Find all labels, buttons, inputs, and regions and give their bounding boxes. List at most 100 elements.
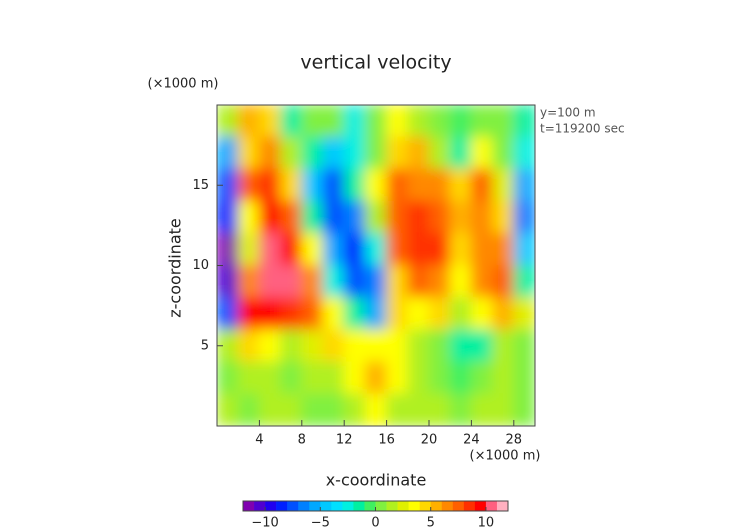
cell bbox=[386, 200, 409, 234]
cell bbox=[470, 393, 494, 426]
cell bbox=[513, 361, 535, 395]
cell bbox=[301, 393, 324, 426]
cell bbox=[322, 361, 345, 395]
colorbar-swatch bbox=[485, 501, 498, 511]
cell bbox=[258, 329, 282, 363]
cell bbox=[470, 232, 494, 266]
cell bbox=[237, 136, 260, 170]
x-tick-label: 4 bbox=[255, 433, 263, 448]
cell bbox=[470, 329, 494, 363]
cell bbox=[322, 136, 345, 170]
cell bbox=[217, 136, 239, 170]
cell bbox=[492, 105, 515, 138]
cell bbox=[258, 136, 282, 170]
annotation: t=119200 sec bbox=[540, 122, 625, 136]
cell bbox=[217, 297, 239, 331]
x-tick-label: 24 bbox=[463, 433, 480, 448]
cell bbox=[280, 168, 303, 202]
cell bbox=[492, 200, 515, 234]
colorbar-swatch bbox=[298, 501, 310, 511]
cell bbox=[322, 232, 345, 266]
cell bbox=[492, 329, 515, 363]
cell bbox=[386, 361, 409, 395]
cell bbox=[492, 265, 515, 299]
cell bbox=[386, 329, 409, 363]
cell bbox=[428, 168, 451, 202]
cell bbox=[258, 200, 282, 234]
cell bbox=[258, 105, 282, 138]
cell bbox=[470, 105, 494, 138]
cell bbox=[470, 200, 494, 234]
colorbar-swatch bbox=[320, 501, 332, 511]
colorbar-swatch bbox=[309, 501, 321, 511]
cell bbox=[513, 265, 535, 299]
cell bbox=[343, 265, 366, 299]
cell bbox=[407, 200, 430, 234]
cell bbox=[301, 105, 324, 138]
colorbar-swatch bbox=[419, 501, 432, 511]
cell bbox=[513, 232, 535, 266]
cell bbox=[386, 297, 409, 331]
cell bbox=[217, 105, 239, 138]
cell bbox=[301, 136, 324, 170]
colorbar-swatch bbox=[441, 501, 454, 511]
x-tick-label: 12 bbox=[336, 433, 353, 448]
cell bbox=[449, 232, 472, 266]
cell bbox=[322, 329, 345, 363]
cell bbox=[407, 168, 430, 202]
colorbar-swatch bbox=[265, 501, 277, 511]
cell bbox=[237, 265, 260, 299]
colorbar-swatch bbox=[276, 501, 288, 511]
cell bbox=[407, 329, 430, 363]
cell bbox=[386, 136, 409, 170]
cell bbox=[343, 232, 366, 266]
cell bbox=[364, 200, 388, 234]
x-tick-label: 28 bbox=[506, 433, 523, 448]
cell bbox=[322, 105, 345, 138]
cell bbox=[470, 168, 494, 202]
cell bbox=[513, 105, 535, 138]
cell bbox=[449, 136, 472, 170]
colorbar-swatch bbox=[342, 501, 354, 511]
cell bbox=[322, 297, 345, 331]
cell bbox=[280, 361, 303, 395]
colorbar-tick-label: 0 bbox=[371, 516, 379, 531]
cell bbox=[322, 168, 345, 202]
cell bbox=[492, 232, 515, 266]
cell bbox=[407, 265, 430, 299]
plot-frame bbox=[216, 104, 536, 427]
cell bbox=[322, 200, 345, 234]
cell bbox=[428, 265, 451, 299]
colorbar-tick-label: −10 bbox=[251, 516, 278, 531]
cell bbox=[237, 105, 260, 138]
cell bbox=[492, 393, 515, 426]
cell bbox=[364, 297, 388, 331]
x-tick-label: 16 bbox=[378, 433, 395, 448]
colorbar-swatch bbox=[353, 501, 365, 511]
cell bbox=[470, 136, 494, 170]
colorbar-swatch bbox=[287, 501, 299, 511]
cell bbox=[470, 265, 494, 299]
cell bbox=[217, 329, 239, 363]
cell bbox=[428, 232, 451, 266]
annotation: y=100 m bbox=[540, 106, 596, 120]
cell bbox=[449, 200, 472, 234]
cell bbox=[343, 105, 366, 138]
cell bbox=[258, 265, 282, 299]
axes: 4 8 12 16 20 24 28 5 10 15 bbox=[192, 178, 522, 448]
y-tick-label: 15 bbox=[192, 178, 209, 193]
cell bbox=[258, 168, 282, 202]
x-tick-label: 20 bbox=[421, 433, 438, 448]
cell bbox=[280, 136, 303, 170]
cell bbox=[343, 393, 366, 426]
cell bbox=[343, 200, 366, 234]
colorbar-swatch bbox=[386, 501, 398, 511]
colorbar-swatch bbox=[254, 501, 266, 511]
cell bbox=[301, 361, 324, 395]
cell bbox=[280, 393, 303, 426]
cell bbox=[513, 329, 535, 363]
colorbar-swatch bbox=[463, 501, 476, 511]
cell bbox=[386, 105, 409, 138]
cell bbox=[407, 105, 430, 138]
colorbar-swatch bbox=[496, 501, 509, 511]
